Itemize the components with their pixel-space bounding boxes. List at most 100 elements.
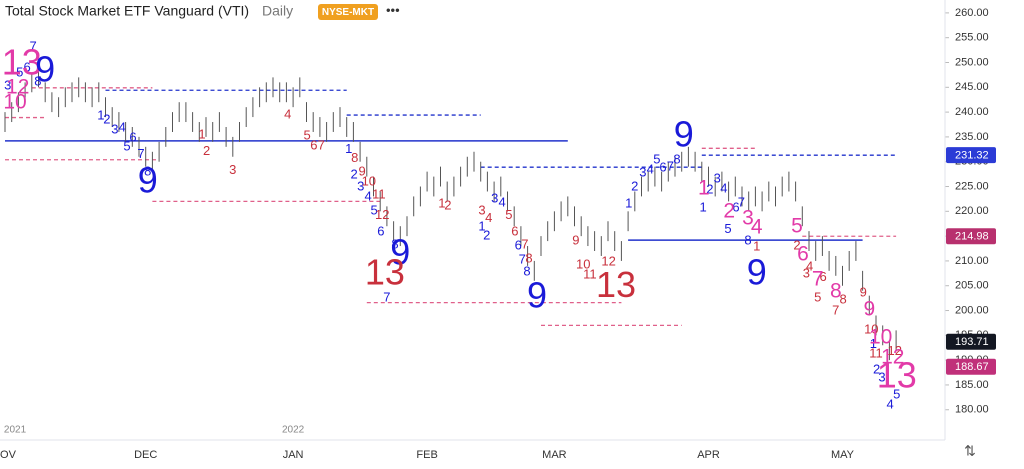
td-count: 1 (700, 199, 707, 214)
menu[interactable]: ••• (386, 2, 400, 17)
td-count: 2 (203, 143, 210, 158)
td-count: 3 (714, 171, 721, 186)
td-count: 7 (667, 159, 674, 174)
td-count: 9 (863, 298, 875, 321)
td-count: 8 (525, 250, 532, 265)
td-count: 7 (812, 267, 824, 290)
td-count: 1 (478, 219, 485, 234)
td-count: 10 (362, 173, 376, 188)
td-count: 9 (527, 275, 547, 316)
td-count: 5 (724, 221, 731, 236)
td-count: 1 (345, 141, 352, 156)
td-count: 10 (576, 256, 590, 271)
x-tick-label: MAR (542, 449, 567, 461)
td-count: 6 (377, 224, 384, 239)
td-count: 3 (639, 165, 646, 180)
td-count: 8 (744, 233, 751, 248)
td-count: 13 (365, 251, 405, 292)
td-count: 3 (357, 178, 364, 193)
td-count: 1 (438, 195, 445, 210)
td-count: 5 (791, 215, 803, 238)
td-count: 5 (304, 127, 311, 142)
td-count: 3 (478, 202, 485, 217)
td-count: 1 (698, 177, 710, 200)
y-tick-label: 200.00 (955, 304, 989, 316)
y-tick-label: 260.00 (955, 7, 989, 19)
td-count: 1 (97, 108, 104, 123)
td-count: 5 (814, 290, 821, 305)
td-count: 6 (819, 269, 826, 284)
td-count: 5 (893, 386, 900, 401)
price-label-box (946, 333, 996, 350)
td-count: 8 (840, 292, 847, 307)
td-count: 5 (653, 152, 660, 167)
chart-title: Total Stock Market ETF Vanguard (VTI) (5, 3, 249, 19)
td-count: 8 (34, 73, 41, 88)
td-count: 13 (596, 264, 636, 305)
td-count: 7 (383, 290, 390, 305)
td-count: 2 (723, 199, 735, 222)
td-count: 7 (832, 302, 839, 317)
td-count: 9 (860, 285, 867, 300)
td-count: 13 (2, 41, 42, 82)
td-count: 8 (523, 263, 530, 278)
y-tick-label: 255.00 (955, 32, 989, 44)
year-label: 2021 (4, 425, 27, 436)
td-count: 6 (732, 199, 739, 214)
td-count: 9 (572, 233, 579, 248)
td-count: 4 (284, 107, 291, 122)
td-count: 3 (111, 121, 118, 136)
price-label: 188.67 (955, 361, 989, 373)
td-count: 12 (888, 343, 902, 358)
x-tick-label: OV (0, 449, 17, 461)
x-tick-label: APR (697, 449, 720, 461)
td-count: 4 (119, 119, 126, 134)
y-tick-label: 250.00 (955, 56, 989, 68)
td-count: 6 (310, 137, 317, 152)
td-count: 1 (198, 126, 205, 141)
td-count: 7 (137, 146, 144, 161)
td-count: 6 (515, 237, 522, 252)
td-count: 3 (803, 265, 810, 280)
price-label: 231.32 (955, 150, 989, 162)
td-count: 6 (511, 224, 518, 239)
y-tick-label: 205.00 (955, 280, 989, 292)
td-count: 2 (873, 361, 880, 376)
td-count: 12 (601, 253, 615, 268)
td-count: 8 (673, 152, 680, 167)
td-count: 5 (371, 202, 378, 217)
td-count: 4 (886, 397, 893, 412)
x-tick-label: DEC (134, 449, 157, 461)
td-count: 1 (625, 195, 632, 210)
td-count: 9 (358, 164, 365, 179)
td-count: 5 (16, 64, 23, 79)
td-count: 7 (30, 39, 37, 54)
td-count: 4 (499, 194, 506, 209)
td-count: 10 (864, 321, 878, 336)
td-count: 4 (751, 216, 763, 239)
td-count: 12 (6, 75, 29, 98)
x-tick-label: MAY (831, 449, 855, 461)
interval[interactable]: Daily (262, 3, 293, 19)
td-count: 9 (390, 231, 410, 272)
td-count: 3 (742, 206, 754, 229)
td-count: 8 (391, 236, 398, 251)
td-count: 2 (483, 228, 490, 243)
td-count: 5 (123, 138, 130, 153)
td-count: 2 (793, 237, 800, 252)
td-count: 7 (519, 251, 526, 266)
td-count: 10 (3, 91, 26, 114)
scale-toggle-icon[interactable]: ⇅ (964, 443, 976, 459)
td-count: 12 (375, 207, 389, 222)
td-count: 1 (870, 336, 877, 351)
td-count: 2 (350, 167, 357, 182)
y-tick-label: 210.00 (955, 255, 989, 267)
td-count: 9 (35, 48, 55, 89)
td-count: 7 (521, 236, 528, 251)
td-count: 3 (491, 190, 498, 205)
td-count: 11 (869, 346, 883, 361)
td-count: 4 (365, 188, 372, 203)
td-count: 4 (647, 162, 654, 177)
price-label: 214.98 (955, 231, 989, 243)
